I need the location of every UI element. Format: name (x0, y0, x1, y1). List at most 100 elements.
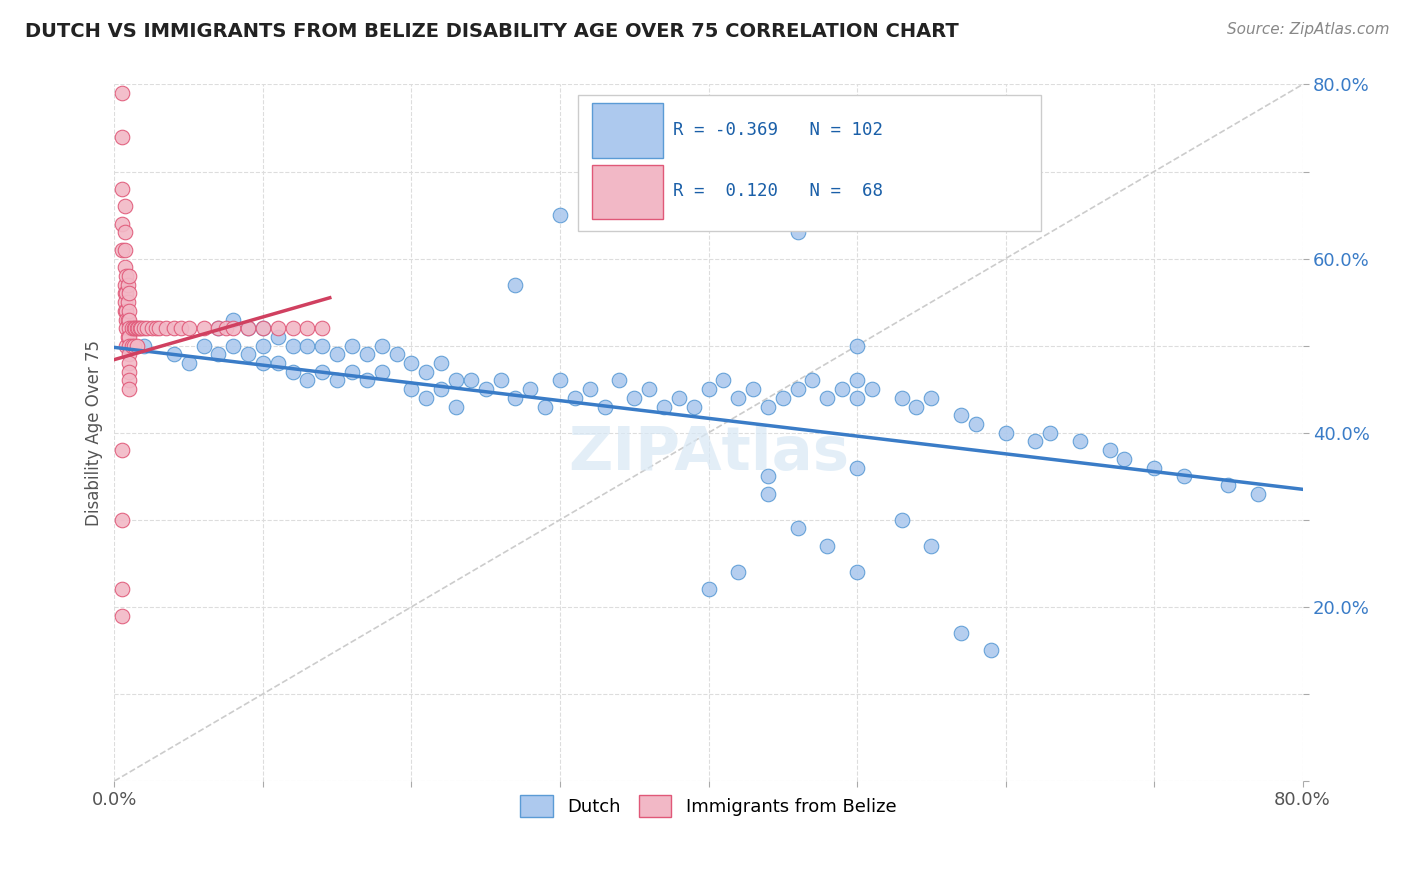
Point (297, 321, 319, 335)
Point (652, 400, 675, 414)
Point (1039, 425, 1062, 440)
Point (430, 356, 453, 370)
Point (115, 268, 138, 283)
Point (1069, 434, 1091, 449)
Point (125, 338, 148, 352)
Point (114, 243, 136, 257)
Point (141, 321, 163, 335)
Point (846, 338, 869, 352)
Point (489, 374, 512, 388)
FancyBboxPatch shape (592, 164, 664, 219)
Point (267, 330, 290, 344)
Point (505, 277, 527, 292)
Point (756, 469, 779, 483)
Point (114, 295, 136, 310)
Point (118, 286, 141, 301)
Point (125, 321, 148, 335)
Text: R =  0.120   N =  68: R = 0.120 N = 68 (673, 182, 883, 200)
Point (697, 582, 720, 597)
Point (638, 382, 661, 396)
Point (281, 365, 304, 379)
Point (252, 356, 274, 370)
Point (548, 208, 571, 222)
Point (136, 321, 159, 335)
Point (860, 382, 883, 396)
Point (111, 582, 134, 597)
Point (474, 382, 496, 396)
Text: Source: ZipAtlas.com: Source: ZipAtlas.com (1226, 22, 1389, 37)
Point (111, 182, 134, 196)
Point (711, 374, 734, 388)
Point (127, 321, 149, 335)
Point (801, 374, 824, 388)
Point (965, 417, 987, 431)
Point (311, 321, 333, 335)
Point (697, 164, 720, 178)
Point (111, 513, 134, 527)
Text: DUTCH VS IMMIGRANTS FROM BELIZE DISABILITY AGE OVER 75 CORRELATION CHART: DUTCH VS IMMIGRANTS FROM BELIZE DISABILI… (25, 22, 959, 41)
Point (697, 382, 720, 396)
Point (1218, 478, 1240, 492)
Point (340, 365, 363, 379)
Point (668, 391, 690, 405)
Point (548, 374, 571, 388)
Point (128, 321, 150, 335)
Point (742, 138, 765, 153)
Point (118, 312, 141, 326)
Point (222, 338, 245, 352)
Point (122, 321, 145, 335)
Point (111, 608, 134, 623)
Point (564, 391, 586, 405)
Point (117, 312, 139, 326)
Point (756, 486, 779, 500)
Point (356, 374, 378, 388)
Point (115, 312, 138, 326)
Point (114, 277, 136, 292)
Point (118, 382, 141, 396)
Point (772, 391, 794, 405)
Text: ZIPAtlas: ZIPAtlas (568, 424, 849, 483)
Point (281, 338, 304, 352)
Point (950, 409, 973, 423)
Point (121, 321, 143, 335)
Point (920, 539, 942, 553)
Point (114, 226, 136, 240)
Point (134, 338, 156, 352)
Point (534, 400, 557, 414)
Point (111, 86, 134, 100)
Point (401, 356, 423, 370)
Point (193, 321, 215, 335)
Point (118, 330, 141, 344)
Point (505, 391, 527, 405)
Point (252, 321, 274, 335)
Point (114, 199, 136, 213)
Point (118, 321, 141, 335)
Point (177, 356, 200, 370)
Point (831, 382, 853, 396)
Point (117, 277, 139, 292)
Point (114, 286, 136, 301)
Point (786, 521, 808, 535)
Point (236, 347, 259, 361)
Point (129, 321, 152, 335)
Point (994, 425, 1017, 440)
Point (385, 347, 408, 361)
Point (326, 374, 349, 388)
Point (118, 268, 141, 283)
Point (236, 321, 259, 335)
Point (193, 338, 215, 352)
Point (444, 374, 467, 388)
Point (920, 391, 942, 405)
Point (114, 303, 136, 318)
Point (207, 321, 229, 335)
Point (252, 321, 274, 335)
Point (1024, 434, 1046, 449)
Point (207, 321, 229, 335)
Y-axis label: Disability Age Over 75: Disability Age Over 75 (86, 340, 103, 525)
Point (340, 338, 363, 352)
Point (121, 338, 143, 352)
Point (846, 374, 869, 388)
Point (111, 217, 134, 231)
Point (444, 400, 467, 414)
Point (118, 356, 141, 370)
